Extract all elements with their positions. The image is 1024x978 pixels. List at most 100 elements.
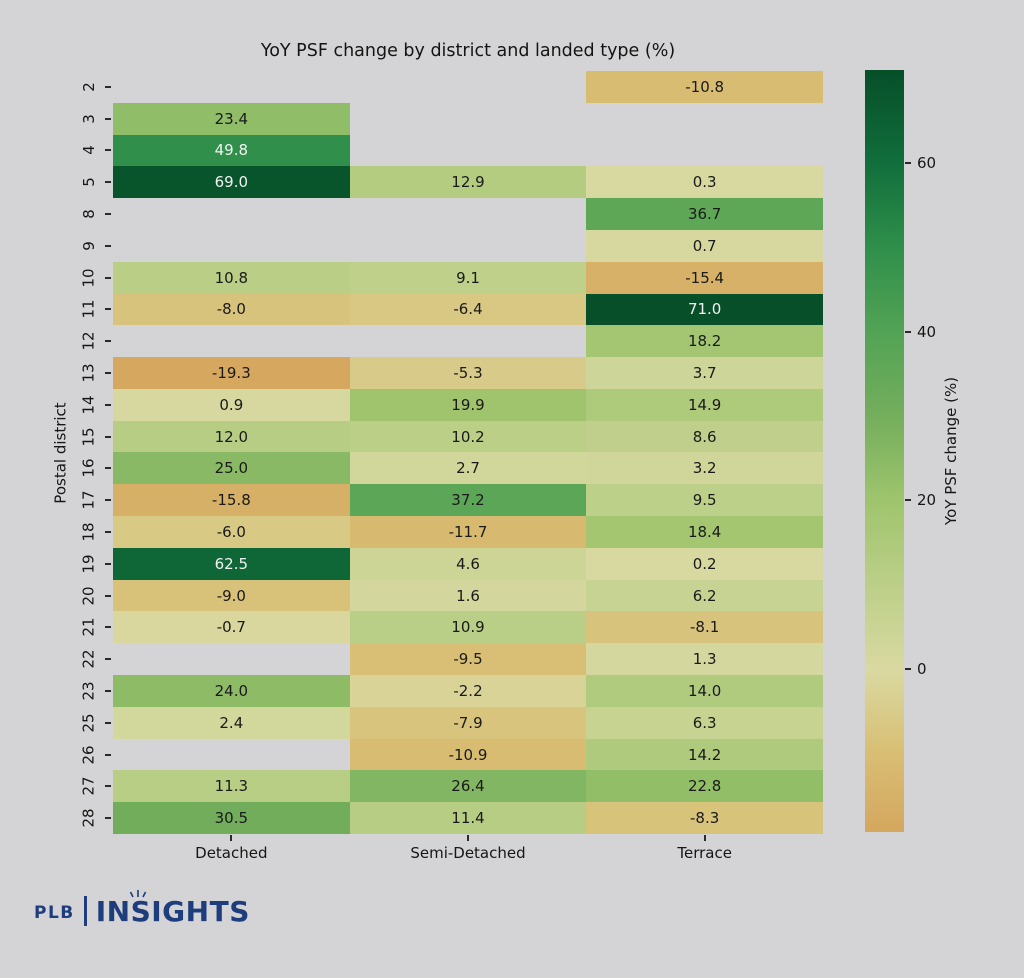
y-tick-label-text: 19 — [80, 554, 98, 574]
heatmap-cell: 0.9 — [113, 388, 350, 421]
y-tick-mark — [105, 721, 111, 724]
heatmap-cell: -15.8 — [113, 484, 350, 517]
y-tick-label-text: 27 — [80, 776, 98, 796]
y-tick-label: 19 — [76, 548, 102, 580]
heatmap-cell: 18.4 — [586, 516, 823, 548]
heatmap-cell: 4.6 — [349, 547, 587, 580]
y-tick-label: 26 — [76, 739, 102, 771]
x-tick-label-semi-detached: Semi-Detached — [410, 844, 526, 862]
heatmap-cell: 22.8 — [586, 770, 823, 803]
heatmap-cell: 9.1 — [349, 261, 587, 294]
y-axis-label: Postal district — [50, 71, 72, 834]
heatmap-cell-empty — [350, 325, 587, 357]
y-tick-label: 8 — [76, 198, 102, 230]
heatmap-cell: -19.3 — [113, 357, 350, 389]
y-tick-label-text: 16 — [80, 458, 98, 478]
y-tick-label-text: 4 — [79, 145, 98, 156]
colorbar-label-text: YoY PSF change (%) — [942, 376, 961, 526]
y-tick-label-text: 22 — [80, 649, 98, 669]
colorbar — [865, 70, 904, 832]
chart-title: YoY PSF change by district and landed ty… — [260, 41, 676, 61]
heatmap-cell: 37.2 — [349, 484, 587, 517]
y-tick-mark — [105, 372, 111, 375]
colorbar-tick-label: 20 — [917, 491, 937, 510]
y-tick-label-text: 8 — [79, 209, 98, 219]
y-tick-label: 4 — [76, 135, 102, 167]
y-tick-label: 18 — [76, 516, 102, 548]
y-tick-mark — [105, 149, 111, 152]
heatmap-cell: -11.7 — [349, 516, 587, 548]
heatmap-cell: 11.3 — [113, 770, 350, 803]
y-tick-label: 21 — [76, 611, 102, 643]
y-tick-mark — [105, 340, 111, 343]
heatmap-cell: -8.3 — [586, 802, 823, 834]
y-tick-mark — [105, 658, 111, 661]
heatmap-cell: -6.4 — [349, 293, 587, 326]
y-tick-mark — [105, 817, 111, 820]
y-tick-label-text: 26 — [80, 744, 98, 765]
y-tick-label-text: 5 — [79, 177, 98, 188]
y-tick-mark — [105, 467, 111, 470]
heatmap-cell: 1.6 — [349, 579, 587, 612]
y-tick-label: 27 — [76, 770, 102, 802]
y-tick-label: 2 — [76, 71, 102, 103]
heatmap-cell: 69.0 — [113, 166, 350, 199]
heatmap-cell: 62.5 — [113, 547, 350, 580]
heatmap-cell: -0.7 — [113, 611, 350, 644]
heatmap-cell-empty — [586, 135, 823, 167]
y-tick-label-text: 23 — [80, 681, 98, 701]
heatmap-cell: 14.0 — [586, 675, 823, 707]
y-tick-label: 9 — [76, 230, 102, 262]
y-tick-mark — [105, 213, 111, 216]
y-tick-mark — [105, 403, 111, 406]
y-tick-label: 5 — [76, 166, 102, 198]
heatmap-cell-empty — [586, 103, 823, 135]
heatmap-cell: -7.9 — [349, 706, 587, 739]
colorbar-label: YoY PSF change (%) — [938, 70, 964, 832]
heatmap-cell: 30.5 — [113, 802, 350, 834]
y-tick-mark — [105, 499, 111, 502]
heatmap-cell: 3.2 — [586, 452, 823, 485]
y-tick-label: 15 — [76, 421, 102, 453]
heatmap-cell: -10.8 — [586, 71, 823, 103]
heatmap-cell: 25.0 — [113, 452, 350, 485]
colorbar-tick-mark — [905, 668, 911, 671]
heatmap-cell: -6.0 — [113, 516, 350, 548]
heatmap-cell-empty — [113, 739, 350, 771]
y-tick-label-text: 12 — [80, 331, 98, 351]
sparkle-icon — [129, 890, 146, 898]
x-tick-mark — [230, 835, 233, 841]
y-tick-label: 23 — [76, 675, 102, 707]
colorbar-tick-mark — [905, 330, 911, 333]
y-tick-label: 13 — [76, 357, 102, 389]
heatmap-cell: 0.7 — [586, 229, 823, 262]
logo-insights-word: INSIGHTS — [95, 895, 250, 928]
heatmap-cell: 2.4 — [113, 706, 350, 739]
y-tick-label-text: 9 — [79, 241, 98, 251]
heatmap-cell: 49.8 — [113, 134, 350, 167]
y-tick-label-text: 21 — [80, 617, 98, 637]
heatmap-cell: 12.0 — [113, 420, 350, 453]
heatmap-cell-empty — [350, 198, 587, 230]
y-tick-mark — [105, 181, 111, 184]
logo-divider — [83, 896, 87, 926]
y-tick-label: 17 — [76, 484, 102, 516]
heatmap-cell: 19.9 — [349, 388, 587, 421]
y-tick-label-text: 14 — [80, 395, 98, 415]
x-axis-ticks: Detached Semi-Detached Terrace — [113, 844, 823, 862]
heatmap-cell: 3.7 — [586, 357, 823, 389]
heatmap-cell: 6.2 — [586, 579, 823, 612]
y-tick-label-text: 20 — [80, 586, 98, 606]
y-tick-label: 12 — [76, 325, 102, 357]
heatmap-cell: 14.2 — [586, 738, 823, 771]
heatmap-cell-empty — [350, 135, 587, 167]
colorbar-tick-label: 0 — [917, 660, 927, 679]
heatmap-cell-empty — [350, 230, 587, 262]
heatmap-cell: 10.8 — [113, 261, 350, 294]
heatmap-cell: 18.2 — [586, 325, 823, 358]
y-axis-label-text: Postal district — [52, 401, 70, 504]
heatmap-cell: 8.6 — [586, 420, 823, 453]
y-tick-mark — [105, 753, 111, 756]
y-tick-mark — [105, 562, 111, 565]
